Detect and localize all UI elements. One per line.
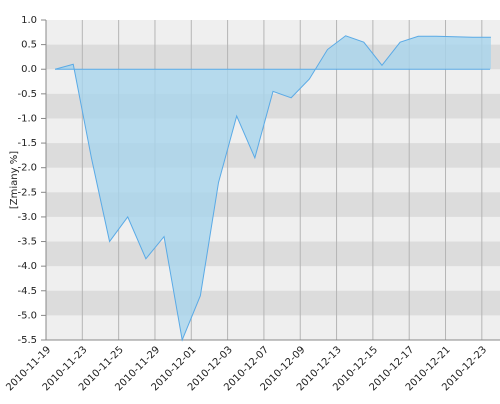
- y-tick-label: 0.5: [21, 40, 37, 51]
- y-tick-label: -2.0: [17, 163, 37, 174]
- y-tick-label: -3.5: [17, 237, 37, 248]
- y-tick-label: -5.0: [17, 310, 37, 321]
- y-tick-label: -5.5: [17, 335, 37, 346]
- grid-band: [46, 290, 500, 316]
- grid-band: [46, 241, 500, 267]
- y-tick-label: 1.0: [21, 15, 37, 26]
- y-tick-label: 0.0: [21, 64, 37, 75]
- line: [54, 35, 491, 342]
- y-tick-label: -4.5: [17, 286, 37, 297]
- y-tick-label: -3.0: [17, 212, 37, 223]
- y-tick-label: -2.5: [17, 187, 37, 198]
- y-tick-label: -0.5: [17, 89, 37, 100]
- y-axis-label: [Zmiany %]: [9, 151, 20, 209]
- area-fill: [55, 35, 491, 340]
- y-tick-label: -1.0: [17, 113, 37, 124]
- y-tick-label: -1.5: [17, 138, 37, 149]
- y-tick-label: -4.0: [17, 261, 37, 272]
